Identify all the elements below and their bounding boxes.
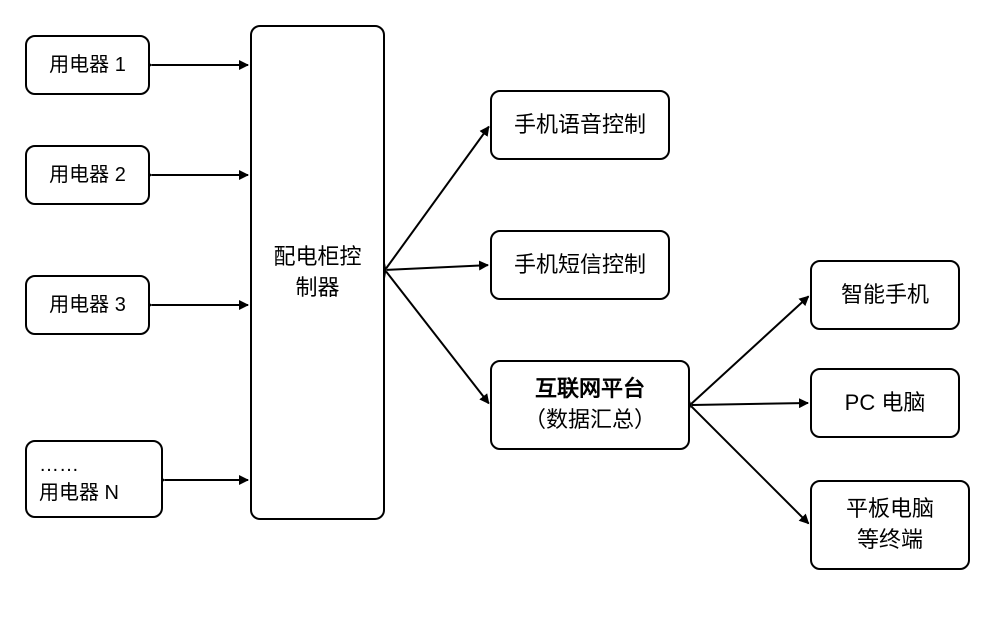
node-smartphone: 智能手机 <box>810 260 960 330</box>
node-internet: 互联网平台（数据汇总） <box>490 360 690 450</box>
node-text: 用电器 2 <box>49 161 126 189</box>
edge-internet-smartphone <box>691 296 808 403</box>
node-text: （数据汇总） <box>524 405 656 436</box>
node-tablet: 平板电脑等终端 <box>810 480 970 570</box>
edge-internet-pc <box>692 403 808 405</box>
node-sms: 手机短信控制 <box>490 230 670 300</box>
node-appliance3: 用电器 3 <box>25 275 150 335</box>
node-text: 制器 <box>295 273 339 304</box>
node-text: 用电器 3 <box>49 291 126 319</box>
node-appliance2: 用电器 2 <box>25 145 150 205</box>
node-text: 用电器 1 <box>49 51 126 79</box>
node-text: 手机短信控制 <box>514 250 646 281</box>
node-voice: 手机语音控制 <box>490 90 670 160</box>
node-text: …… <box>39 451 79 479</box>
edge-controller-sms <box>387 265 488 270</box>
node-text: PC 电脑 <box>845 388 926 419</box>
node-text: 平板电脑 <box>846 494 934 525</box>
edge-controller-voice <box>386 127 489 269</box>
node-text: 互联网平台 <box>535 374 645 405</box>
node-text: 智能手机 <box>841 280 929 311</box>
node-text: 手机语音控制 <box>514 110 646 141</box>
node-pc: PC 电脑 <box>810 368 960 438</box>
node-controller: 配电柜控制器 <box>250 25 385 520</box>
node-text: 等终端 <box>857 525 923 556</box>
node-appliance1: 用电器 1 <box>25 35 150 95</box>
node-applianceN: ……用电器 N <box>25 440 163 518</box>
edge-internet-tablet <box>691 406 808 523</box>
node-text: 用电器 N <box>39 479 119 507</box>
edge-controller-internet <box>386 272 489 404</box>
node-text: 配电柜控 <box>273 242 361 273</box>
